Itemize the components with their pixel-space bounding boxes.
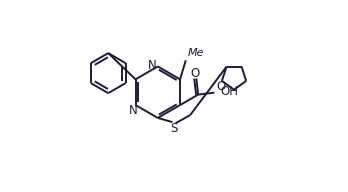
Text: O: O [191, 67, 200, 79]
Text: Me: Me [188, 48, 205, 58]
Text: OH: OH [220, 85, 238, 98]
Text: N: N [129, 104, 138, 117]
Text: N: N [148, 59, 157, 72]
Text: S: S [171, 122, 178, 135]
Text: O: O [216, 79, 226, 93]
